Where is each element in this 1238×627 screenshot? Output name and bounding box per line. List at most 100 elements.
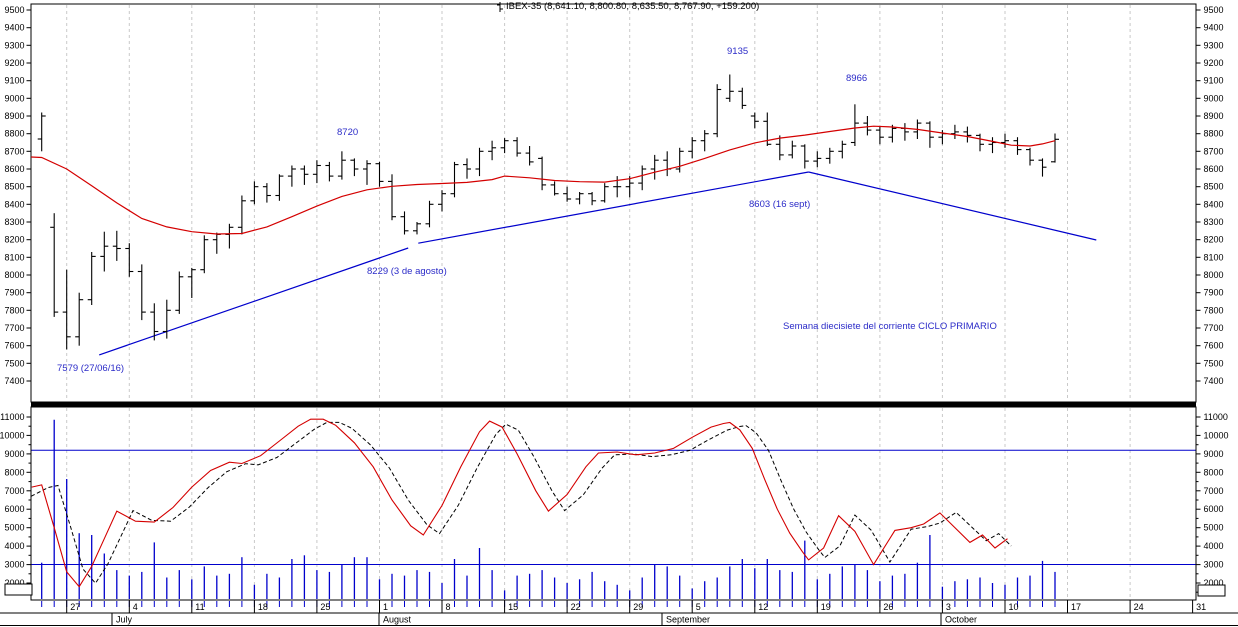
- price-axis-label-right: 9500: [1204, 5, 1224, 15]
- price-axis-label-right: 8200: [1204, 235, 1224, 245]
- price-axis-label-right: 9300: [1204, 40, 1224, 50]
- panel-divider: [31, 402, 1196, 407]
- price-axis-label-left: 7800: [4, 305, 24, 315]
- week-label: 25: [320, 602, 330, 612]
- price-axis-label-right: 8500: [1204, 182, 1224, 192]
- month-label: July: [116, 615, 133, 625]
- price-axis-label-right: 8800: [1204, 129, 1224, 139]
- week-label: 18: [258, 602, 268, 612]
- week-label: 29: [633, 602, 643, 612]
- indicator-axis-label-right: 4000: [1204, 541, 1224, 551]
- price-axis-label-left: 7600: [4, 341, 24, 351]
- price-axis-label-right: 9100: [1204, 76, 1224, 86]
- price-axis-label-right: 7900: [1204, 288, 1224, 298]
- oscillator-line: [31, 418, 1008, 588]
- indicator-axis-label-left: 9000: [4, 449, 24, 459]
- volume-bars: [41, 419, 1056, 599]
- price-axis-label-right: 9200: [1204, 58, 1224, 68]
- week-label: 24: [1134, 602, 1144, 612]
- week-label: 27: [70, 602, 80, 612]
- week-label: 15: [508, 602, 518, 612]
- indicator-axis-label-left: 2000: [4, 578, 24, 588]
- price-axis-label-left: 8500: [4, 182, 24, 192]
- indicator-panel-border: [30, 406, 1197, 601]
- price-axis-label-right: 8400: [1204, 199, 1224, 209]
- month-label: August: [383, 615, 412, 625]
- trendline-support-from-7579: [99, 247, 409, 356]
- price-axis-label-left: 8400: [4, 199, 24, 209]
- price-panel-border: [30, 3, 1197, 403]
- price-axis-label-left: 8900: [4, 111, 24, 121]
- chart-title-bar: IBEX-35 (8,641.10, 8,800.80, 8,635.50, 8…: [497, 1, 759, 12]
- indicator-axis-label-right: 11000: [1204, 412, 1228, 422]
- price-axis-label-left: 8800: [4, 129, 24, 139]
- price-axis-label-left: 7900: [4, 288, 24, 298]
- indicator-axis-label-left: 7000: [4, 486, 24, 496]
- indicator-axis-label-left: 6000: [4, 504, 24, 514]
- indicator-axis-label-left: 4000: [4, 541, 24, 551]
- price-axis-label-left: 9100: [4, 76, 24, 86]
- ohlc-legend-icon: [497, 1, 503, 12]
- indicator-axis-label-left: 3000: [4, 560, 24, 570]
- annotation: 7579 (27/06/16): [57, 363, 124, 374]
- indicator-axis-label-left: 8000: [4, 467, 24, 477]
- price-axis-label-left: 8200: [4, 235, 24, 245]
- month-label: September: [666, 615, 710, 625]
- unit-box: [4, 583, 33, 596]
- oscillator-signal-line: [30, 421, 1012, 585]
- price-axis-label-right: 8900: [1204, 111, 1224, 121]
- price-axis-label-right: 9400: [1204, 23, 1224, 33]
- threshold-lines: [31, 449, 1196, 566]
- price-axis-label-left: 8600: [4, 164, 24, 174]
- price-axis-label-left: 9300: [4, 40, 24, 50]
- price-axis-label-left: 8000: [4, 270, 24, 280]
- price-axis-label-right: 7800: [1204, 305, 1224, 315]
- price-axis-label-left: 8300: [4, 217, 24, 227]
- annotation: 8966: [846, 73, 867, 84]
- price-axis-label-right: 8700: [1204, 146, 1224, 156]
- annotation: 8720: [337, 127, 358, 138]
- price-axis-label-right: 8300: [1204, 217, 1224, 227]
- week-label: 17: [1071, 602, 1081, 612]
- indicator-axis-label-right: 6000: [1204, 504, 1224, 514]
- price-axis-label-left: 8100: [4, 252, 24, 262]
- indicator-axis-label-left: 5000: [4, 523, 24, 533]
- ma-line: [31, 125, 1056, 235]
- week-label: 1: [383, 602, 388, 612]
- price-axis-label-left: 7400: [4, 376, 24, 386]
- price-axis-label-left: 9400: [4, 23, 24, 33]
- trendline-support-from-8229: [418, 171, 809, 244]
- trendline-resistance-from-8603: [808, 171, 1097, 241]
- price-axis-label-left: 7500: [4, 358, 24, 368]
- week-label: 10: [1009, 602, 1019, 612]
- indicator-axis-label-right: 7000: [1204, 486, 1224, 496]
- price-axis-label-right: 7700: [1204, 323, 1224, 333]
- indicator-axis-label-left: 11000: [0, 412, 24, 422]
- indicator-axis-label-right: 10000: [1204, 430, 1229, 440]
- month-label: October: [945, 615, 977, 625]
- price-axis-label-left: 8700: [4, 146, 24, 156]
- price-axis-label-right: 7500: [1204, 358, 1224, 368]
- annotation: 8603 (16 sept): [749, 199, 810, 210]
- indicator-axis-label-right: 9000: [1204, 449, 1224, 459]
- indicator-axis: 2000 2000 3000 3000 4000 4000 5000 5000 6000 6000…: [0, 412, 1229, 593]
- price-axis-label-right: 8000: [1204, 270, 1224, 280]
- price-axis-label-right: 7600: [1204, 341, 1224, 351]
- ohlc-bars: [37, 74, 1059, 350]
- unit-box: [1197, 584, 1226, 597]
- indicator-axis-label-right: 2000: [1204, 578, 1224, 588]
- price-axis-label-left: 9200: [4, 58, 24, 68]
- week-gridlines: [66, 5, 1131, 599]
- week-label: 31: [1196, 602, 1206, 612]
- annotations: 9135 8966 8720 8603 (16 sept) 8229 (3 de ago…: [57, 46, 997, 374]
- price-axis-label-right: 9000: [1204, 93, 1224, 103]
- week-label: 26: [883, 602, 893, 612]
- week-label: 22: [571, 602, 581, 612]
- price-axis-label-left: 9500: [4, 5, 24, 15]
- indicator-axis-label-right: 3000: [1204, 560, 1224, 570]
- annotation: 8229 (3 de agosto): [367, 266, 447, 277]
- trendlines: [99, 171, 1097, 356]
- price-axis-label-right: 7400: [1204, 376, 1224, 386]
